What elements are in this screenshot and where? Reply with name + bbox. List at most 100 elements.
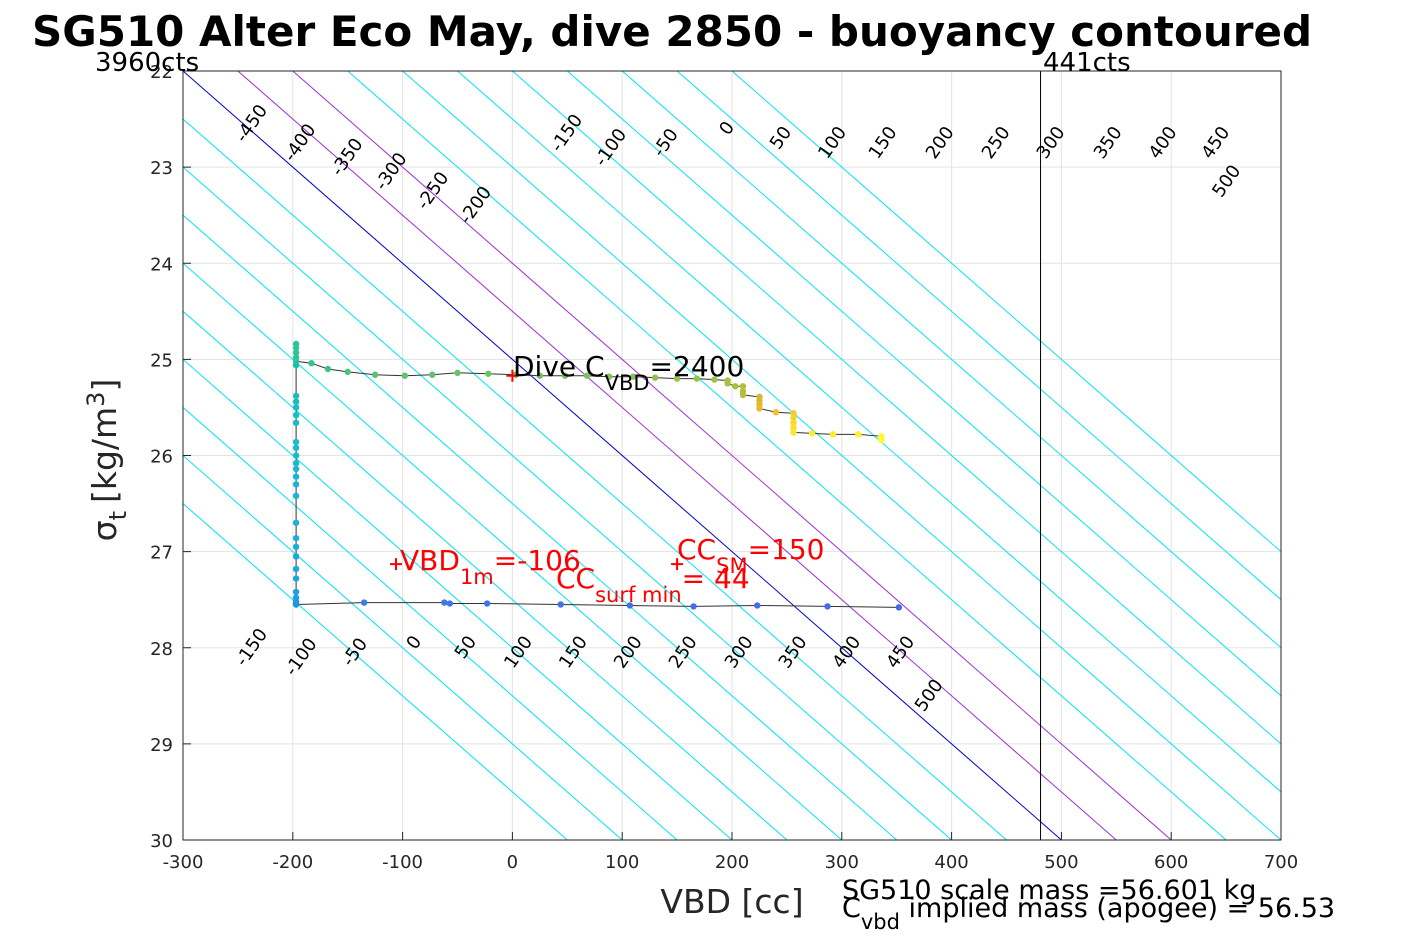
data-point <box>292 534 300 542</box>
data-point <box>824 603 831 610</box>
data-point <box>626 602 634 609</box>
dive-cvbd-post: =2400 <box>650 350 745 383</box>
data-point <box>732 383 739 390</box>
data-point <box>790 429 797 436</box>
contour-line <box>621 71 1281 649</box>
data-point <box>790 410 797 417</box>
corner-label-left: 3960cts <box>95 48 199 78</box>
y-tick-label: 25 <box>150 350 173 371</box>
vbd-1m-sub: 1m <box>460 565 494 589</box>
data-point <box>308 360 315 367</box>
dive-cvbd-pre: Dive C <box>513 350 605 383</box>
data-point <box>895 604 903 611</box>
x-tick-label: 400 <box>934 852 968 873</box>
data-point <box>292 452 300 459</box>
data-point <box>292 601 300 608</box>
y-tick-label: 29 <box>150 735 173 756</box>
dive-cvbd-annotation: Dive CVBD=2400 <box>513 350 744 395</box>
data-point <box>739 391 747 399</box>
implied-mass-note: Cvbd implied mass (apogee) = 56.53 <box>842 893 1335 934</box>
corner-label-right: 441cts <box>1043 48 1131 78</box>
data-point <box>441 599 448 606</box>
vbd-1m-pre: VBD <box>400 544 460 577</box>
data-point <box>808 430 816 437</box>
x-axis-label: VBD [cc] <box>660 882 803 921</box>
data-point <box>561 372 569 379</box>
y-tick-label: 30 <box>150 831 173 852</box>
contour-line <box>237 71 1117 840</box>
vbd-1m-post: =-106 <box>494 544 581 577</box>
data-point <box>790 424 797 431</box>
x-tick-label: 200 <box>715 852 749 873</box>
contour-line <box>183 71 1062 840</box>
contour-line <box>292 71 1172 840</box>
data-point <box>756 405 763 412</box>
y-label-sym: σ <box>85 520 124 541</box>
contour-line <box>402 71 1281 840</box>
data-point <box>292 492 300 500</box>
scale-mass-note: SG510 scale mass =56.601 kg <box>842 875 1256 906</box>
data-point <box>292 361 300 369</box>
x-tick-label: 500 <box>1044 852 1078 873</box>
dive-cvbd-sub: VBD <box>605 371 650 395</box>
data-point <box>292 411 300 419</box>
data-point <box>483 600 491 607</box>
contour-line <box>183 454 623 840</box>
contour-line <box>183 166 952 840</box>
data-point <box>292 444 300 452</box>
data-point <box>401 372 408 379</box>
x-tick-label: 600 <box>1154 852 1188 873</box>
contour-line <box>183 310 788 840</box>
data-point <box>292 398 300 405</box>
implied-pre: C <box>842 893 861 924</box>
data-point <box>829 431 837 438</box>
data-point <box>790 419 797 427</box>
contour-line <box>183 118 1007 840</box>
data-points <box>292 340 903 611</box>
data-point <box>429 371 436 378</box>
data-point <box>878 436 885 444</box>
data-point <box>292 519 300 526</box>
data-point <box>651 374 659 381</box>
x-tick-label: -200 <box>272 852 313 873</box>
data-point <box>292 419 300 427</box>
data-point <box>292 438 300 446</box>
cc-sm-pre: CC <box>677 533 716 566</box>
data-point <box>673 375 681 382</box>
y-tick-label: 23 <box>150 158 173 179</box>
data-point <box>557 601 564 608</box>
data-point <box>605 373 613 380</box>
y-label-unit: [kg/m <box>85 407 124 503</box>
y-tick-label: 26 <box>150 447 173 468</box>
data-point <box>292 553 300 560</box>
y-label-sub: t <box>104 511 132 520</box>
y-tick-label: 22 <box>150 62 173 83</box>
cc-surf-annotation: CCsurf min= 44 <box>556 562 750 607</box>
data-point <box>292 459 300 467</box>
data-point <box>739 383 747 390</box>
y-tick-label: 28 <box>150 639 173 660</box>
contour-line <box>183 502 568 840</box>
x-tick-label: 700 <box>1264 852 1298 873</box>
data-point <box>371 371 379 378</box>
contour-line <box>676 71 1281 601</box>
contour-line <box>183 358 733 840</box>
data-point <box>344 368 351 376</box>
x-tick-label: 0 <box>507 852 518 873</box>
contour-line <box>183 214 898 840</box>
data-point <box>292 404 300 411</box>
contour-line <box>183 262 843 840</box>
y-label-close: ] <box>85 379 124 392</box>
data-point <box>292 392 300 400</box>
cc-sm-annotation: CCSM=150 <box>677 533 824 578</box>
data-point <box>292 575 300 582</box>
y-axis-label: σt [kg/m3] <box>82 379 132 542</box>
cc-sm-post: =150 <box>748 533 825 566</box>
data-point <box>454 369 461 377</box>
cc-surf-sub: surf min <box>595 583 682 607</box>
data-point <box>292 588 300 596</box>
x-tick-label: 100 <box>605 852 639 873</box>
data-point <box>772 409 780 416</box>
red-markers <box>390 369 684 571</box>
